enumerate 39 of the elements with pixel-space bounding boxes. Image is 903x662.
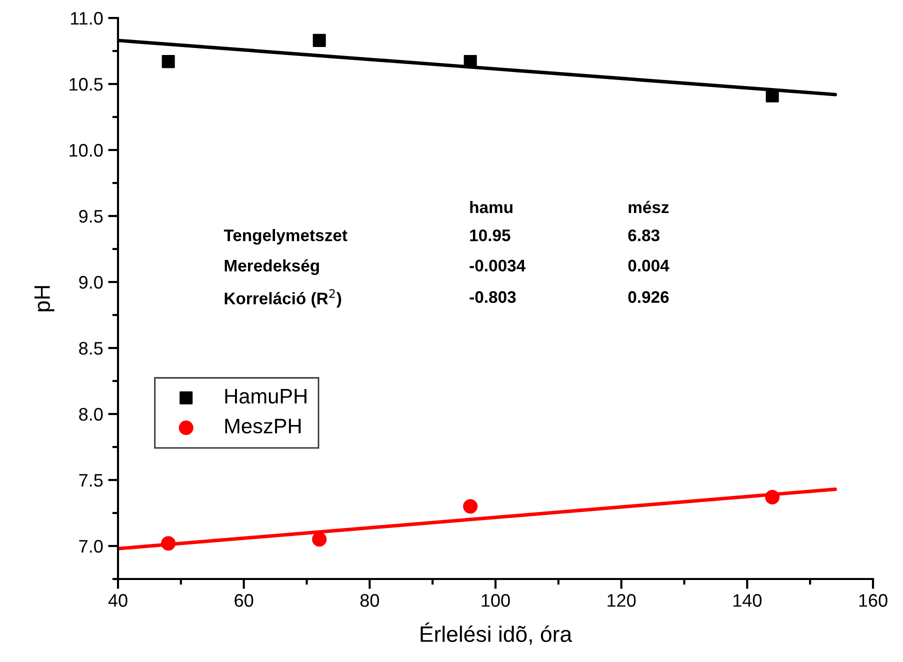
point	[765, 490, 780, 504]
legend-label: MeszPH	[225, 418, 301, 434]
x-tick-label: 80	[360, 594, 380, 607]
annotation: 6.83	[628, 229, 660, 242]
point	[464, 55, 477, 68]
x-tick-label: 140	[733, 594, 762, 607]
point	[161, 536, 176, 551]
x-tick-label: 40	[108, 594, 128, 607]
y-tick-label: 11.0	[70, 12, 103, 25]
annotation: 0.926	[628, 291, 669, 303]
y-tick-label: 7.5	[79, 474, 103, 487]
point	[162, 55, 175, 68]
annotation: mész	[628, 200, 669, 214]
annotation: Tengelymetszet	[224, 228, 348, 245]
point	[312, 532, 327, 547]
y-tick-label: 9.0	[79, 276, 103, 289]
legend-label: HamuPH	[225, 389, 306, 404]
y-tick-label: 10.0	[70, 144, 103, 157]
y-axis-title: pH	[34, 286, 54, 312]
x-tick-label: 100	[482, 594, 510, 607]
x-tick-label: 160	[859, 594, 888, 607]
point	[766, 89, 779, 102]
y-tick-label: 10.5	[70, 78, 103, 91]
annotation: Korreláció (R$^{2}$)	[224, 289, 342, 308]
x-axis-title: Érlelési idõ, óra	[420, 622, 572, 645]
x-tick-label: 120	[608, 594, 636, 607]
y-tick-label: 8.0	[79, 408, 103, 421]
annotation: -0.0034	[470, 260, 526, 272]
y-tick-label: 7.0	[79, 540, 103, 553]
point	[312, 34, 326, 47]
y-tick-label: 8.5	[79, 342, 103, 355]
y-tick-label: 9.5	[79, 210, 103, 223]
annotation: 10.95	[470, 229, 510, 242]
annotation: Meredekség	[224, 259, 319, 275]
x-tick-label: 60	[234, 594, 254, 607]
point	[463, 499, 478, 514]
annotation: 0.004	[628, 260, 670, 272]
annotation: -0.803	[470, 291, 516, 303]
annotation: hamu	[470, 200, 512, 214]
